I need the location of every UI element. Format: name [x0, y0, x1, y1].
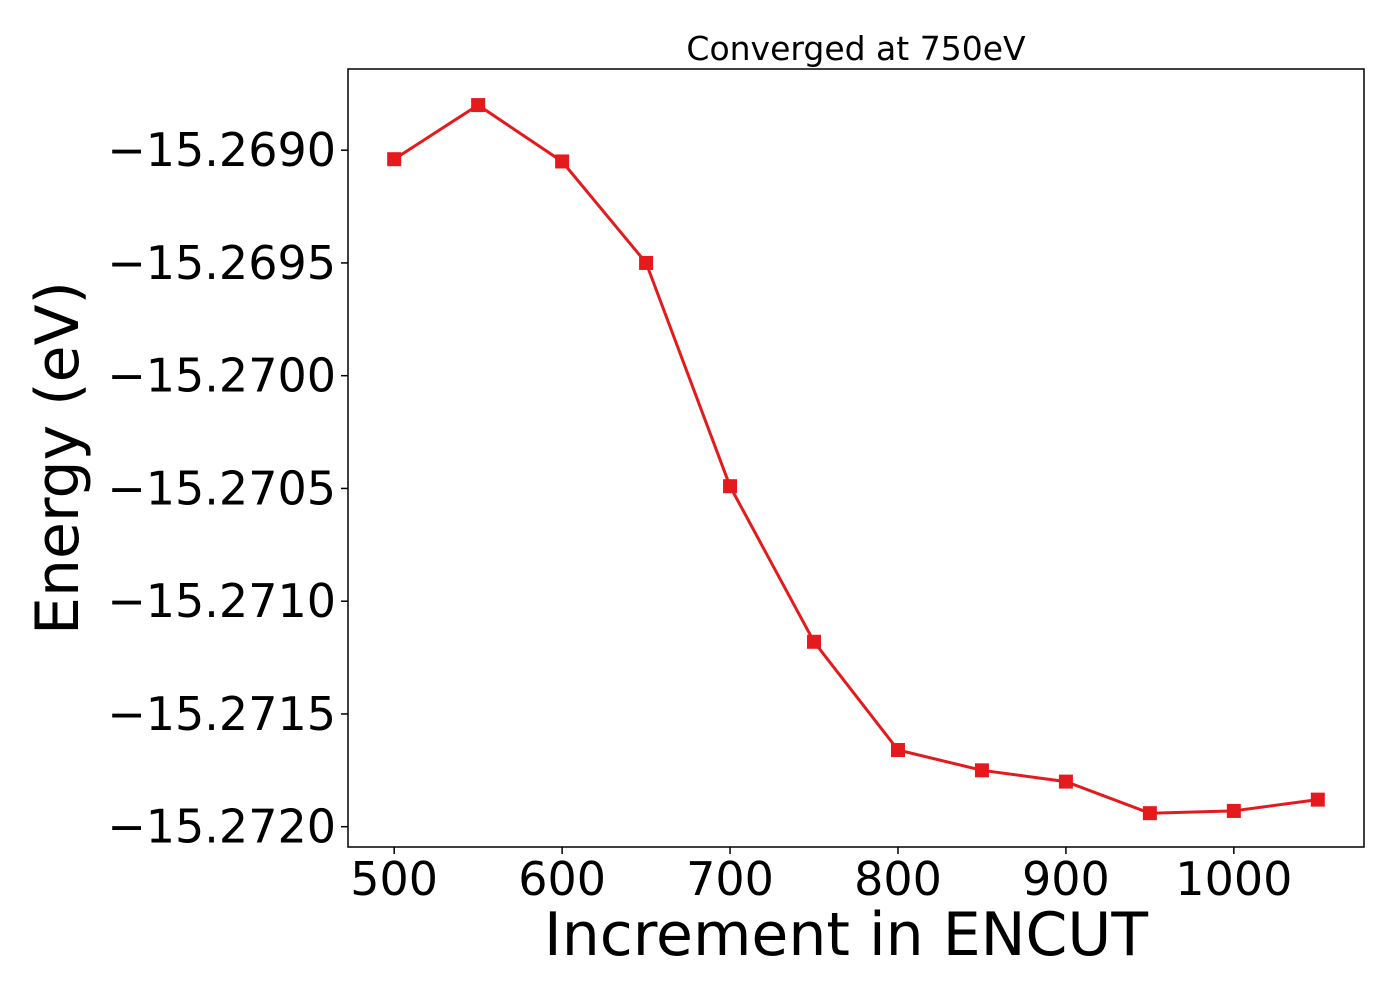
y-axis: −15.2690 −15.2695 −15.2700 −15.2705 −15.2710…	[107, 123, 348, 854]
x-tick-label: 800	[854, 852, 942, 906]
y-tick-label: −15.2700	[107, 349, 336, 403]
data-point	[555, 154, 570, 169]
data-point	[1226, 803, 1241, 818]
data-point	[890, 743, 905, 758]
data-point	[387, 152, 402, 167]
y-tick-label: −15.2695	[107, 236, 336, 290]
y-tick-label: −15.2715	[107, 687, 336, 741]
x-tick-label: 700	[686, 852, 774, 906]
data-point	[1058, 774, 1073, 789]
x-tick-label: 900	[1022, 852, 1110, 906]
data-point	[974, 763, 989, 778]
plot-frame	[347, 68, 1365, 848]
x-tick-label: 1000	[1175, 852, 1292, 906]
chart-title: Converged at 750eV	[686, 29, 1026, 68]
y-tick-label: −15.2720	[107, 800, 336, 854]
data-point	[807, 634, 822, 649]
series-line	[393, 103, 1319, 815]
data-point	[1310, 792, 1325, 807]
data-point	[471, 98, 486, 113]
x-tick-label: 500	[350, 852, 438, 906]
x-tick-label: 600	[518, 852, 606, 906]
x-axis-label: Increment in ENCUT	[544, 900, 1148, 970]
plot-area	[387, 98, 1325, 821]
y-tick-label: −15.2705	[107, 461, 336, 515]
y-tick-label: −15.2690	[107, 123, 336, 177]
x-axis: 500 600 700 800 900 1000	[350, 847, 1292, 906]
y-tick-label: −15.2710	[107, 574, 336, 628]
data-point	[1142, 806, 1157, 821]
y-axis-label: Energy (eV)	[23, 281, 93, 635]
data-point	[639, 255, 654, 270]
data-point	[723, 479, 738, 494]
